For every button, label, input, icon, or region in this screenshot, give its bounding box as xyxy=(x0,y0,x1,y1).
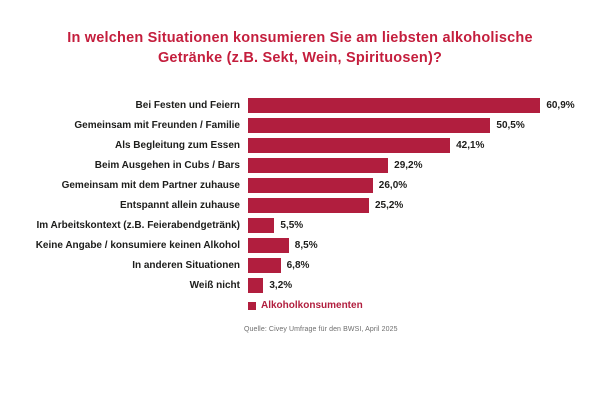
value-label: 6,8% xyxy=(286,259,310,271)
bar xyxy=(248,117,491,133)
chart-row: Gemeinsam mit dem Partner zuhause 26,0% xyxy=(0,175,600,195)
bar xyxy=(248,157,389,173)
chart-title-line2: Getränke (z.B. Sekt, Wein, Spirituosen)? xyxy=(157,50,443,66)
legend-swatch-icon xyxy=(248,301,256,310)
category-label: Bei Festen und Feiern xyxy=(135,99,240,111)
chart-row: Beim Ausgehen in Cubs / Bars 29,2% xyxy=(0,155,600,175)
bar-area: 25,2% xyxy=(248,197,600,213)
bar xyxy=(248,97,541,113)
bar xyxy=(248,277,264,293)
value-label: 60,9% xyxy=(546,99,575,111)
bar-area: 26,0% xyxy=(248,177,600,193)
bar xyxy=(248,197,369,213)
bar-chart: Bei Festen und Feiern 60,9% Gemeinsam mi… xyxy=(0,95,600,295)
bar-area: 3,2% xyxy=(248,277,600,293)
value-label: 26,0% xyxy=(378,179,408,191)
legend-label: Alkoholkonsumenten xyxy=(261,300,363,311)
value-label: 29,2% xyxy=(394,159,423,171)
source-note: Quelle: Civey Umfrage für den BWSI, Apri… xyxy=(244,326,398,333)
chart-row: Im Arbeitskontext (z.B. Feierabendgeträn… xyxy=(0,215,600,235)
value-label: 42,1% xyxy=(456,139,485,151)
legend: Alkoholkonsumenten xyxy=(248,300,363,311)
category-label: Beim Ausgehen in Cubs / Bars xyxy=(94,159,240,171)
chart-title-line1: In welchen Situationen konsumieren Sie a… xyxy=(67,30,533,46)
chart-title: In welchen Situationen konsumieren Sie a… xyxy=(40,28,560,68)
chart-row: In anderen Situationen 6,8% xyxy=(0,255,600,275)
category-label: Gemeinsam mit dem Partner zuhause xyxy=(61,179,240,191)
chart-row: Bei Festen und Feiern 60,9% xyxy=(0,95,600,115)
category-label: Im Arbeitskontext (z.B. Feierabendgeträn… xyxy=(36,219,240,231)
bar-area: 60,9% xyxy=(248,97,600,113)
bar-area: 42,1% xyxy=(248,137,600,153)
chart-row: Gemeinsam mit Freunden / Familie 50,5% xyxy=(0,115,600,135)
value-label: 3,2% xyxy=(269,279,293,291)
bar-area: 50,5% xyxy=(248,117,600,133)
bar-area: 8,5% xyxy=(248,237,600,253)
category-label: Weiß nicht xyxy=(189,279,240,291)
bar xyxy=(248,257,281,273)
category-label: Keine Angabe / konsumiere keinen Alkohol xyxy=(35,239,240,251)
bar xyxy=(248,137,451,153)
bar-area: 29,2% xyxy=(248,157,600,173)
bar xyxy=(248,217,275,233)
category-label: Entspannt allein zuhause xyxy=(119,199,240,211)
value-label: 5,5% xyxy=(280,219,304,231)
value-label: 8,5% xyxy=(294,239,318,251)
chart-row: Als Begleitung zum Essen 42,1% xyxy=(0,135,600,155)
category-label: In anderen Situationen xyxy=(132,259,240,271)
chart-row: Keine Angabe / konsumiere keinen Alkohol… xyxy=(0,235,600,255)
value-label: 25,2% xyxy=(374,199,404,211)
bar xyxy=(248,237,289,253)
chart-row: Weiß nicht 3,2% xyxy=(0,275,600,295)
bar xyxy=(248,177,373,193)
bar-area: 6,8% xyxy=(248,257,600,273)
chart-row: Entspannt allein zuhause 25,2% xyxy=(0,195,600,215)
category-label: Als Begleitung zum Essen xyxy=(114,139,240,151)
bar-area: 5,5% xyxy=(248,217,600,233)
value-label: 50,5% xyxy=(496,119,525,131)
category-label: Gemeinsam mit Freunden / Familie xyxy=(74,119,240,131)
